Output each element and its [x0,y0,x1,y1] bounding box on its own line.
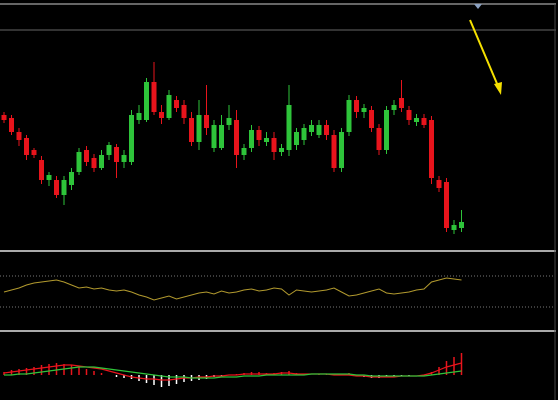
candle-body [151,82,157,112]
candle-body [159,112,164,118]
candle-body [9,118,14,132]
candle-body [31,150,37,155]
arrow [469,19,499,87]
candle-body [189,118,194,142]
candle-body [99,155,104,168]
candle-body [346,100,352,132]
marker [474,4,482,9]
indicator-line [4,366,462,379]
candle-body [354,100,359,112]
candle-body [309,125,314,132]
candle-body [76,152,82,172]
candle-body [249,130,254,148]
candle-body [91,158,97,168]
candle-body [301,128,307,140]
candle-body [324,125,329,135]
candle-body [136,113,142,120]
arrow-head [494,82,502,95]
candle-body [181,105,187,118]
candle-body [294,132,299,145]
indicator-line [3,277,462,301]
candle-body [241,148,247,155]
candle-body [114,147,119,162]
candle-body [39,160,44,180]
candle-body [376,128,382,150]
candle-body [286,105,292,150]
candle-body [331,135,337,168]
indicator-line [3,362,462,381]
candle-body [1,115,7,120]
candle-body [226,118,232,125]
candle-body [211,125,217,148]
candle-body [174,100,179,108]
candle-body [316,125,322,135]
candle-body [414,118,419,122]
candle-body [16,132,22,140]
candle-body [84,150,89,162]
candle-body [69,172,74,185]
candle-body [46,175,52,180]
candle-body [219,125,224,148]
candle-body [166,95,172,118]
candle-body [129,115,134,162]
candle-body [204,115,209,128]
candle-body [256,130,262,140]
candle-body [196,115,202,142]
candle-body [406,110,412,120]
candle-body [279,148,284,152]
candle-body [421,118,427,125]
candle-body [436,180,442,188]
candle-body [339,132,344,168]
candle-body [369,110,374,128]
candle-body [451,225,457,230]
candle-body [391,105,397,110]
candle-body [121,155,127,162]
candle-body [144,82,149,120]
candle-body [399,98,404,108]
candle-body [384,110,389,150]
candle-body [429,120,434,178]
candle-body [264,138,269,142]
candle-body [106,145,112,155]
candle-body [459,222,464,228]
candle-body [234,120,239,155]
candle-body [24,138,29,155]
candle-body [61,180,67,195]
candle-body [271,138,277,152]
candle-body [444,182,449,228]
candle-body [361,108,367,112]
candle-body [54,180,59,195]
